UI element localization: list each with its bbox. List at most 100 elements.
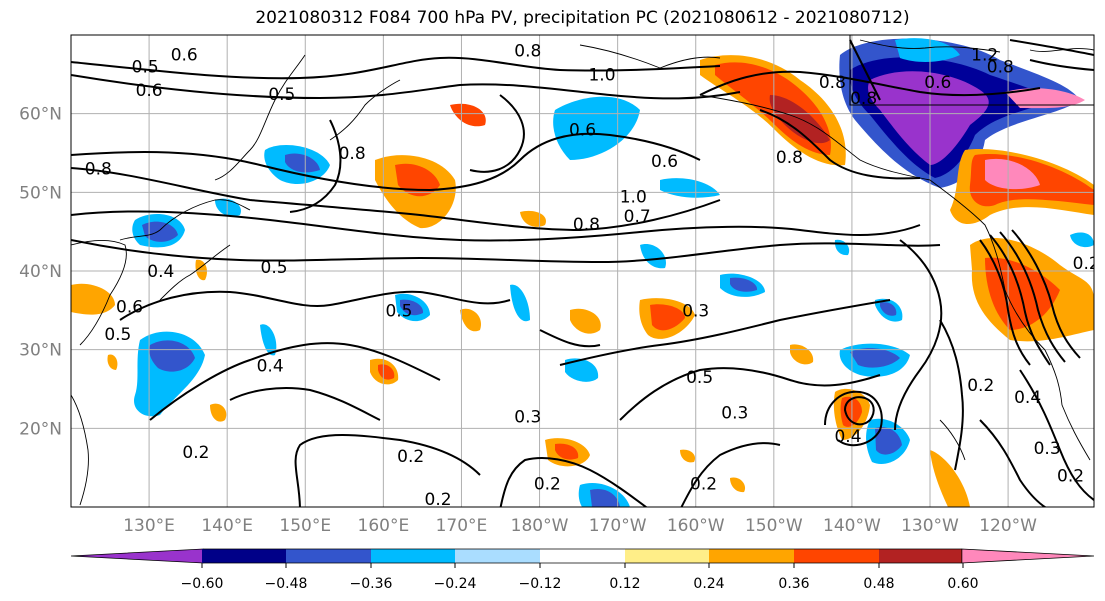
- contour-label: 0.5: [261, 258, 288, 278]
- contour-labels: 0.60.50.60.50.80.81.00.60.61.00.8 0.70.80…: [85, 42, 1100, 510]
- colorbar-tick-label: 0.12: [609, 576, 640, 592]
- colorbar-extend-max: [961, 548, 1095, 564]
- map-title: 2021080312 F084 700 hPa PV, precipitatio…: [255, 8, 910, 28]
- colorbar-tick-label: −0.36: [350, 576, 393, 592]
- contour-label: 0.2: [1057, 467, 1084, 487]
- latitude-label: 60°N: [19, 105, 62, 125]
- longitude-label: 140°E: [201, 516, 253, 536]
- contour-label: 0.4: [257, 356, 284, 376]
- precip-region: [215, 198, 241, 217]
- contour-label: 0.6: [116, 297, 143, 317]
- contour-label: 0.5: [268, 85, 295, 105]
- precip-region: [570, 308, 601, 334]
- latitude-labels: 60°N 50°N 40°N 30°N 20°N: [19, 105, 62, 440]
- precip-region: [730, 277, 758, 292]
- latitude-label: 30°N: [19, 341, 62, 361]
- colorbar: [70, 548, 1095, 564]
- longitude-label: 150°E: [279, 516, 331, 536]
- precip-region: [650, 304, 685, 331]
- contour-label: 1.0: [620, 187, 647, 207]
- colorbar-bin: [286, 549, 371, 563]
- precip-region: [450, 103, 486, 127]
- contour-label: 0.3: [721, 404, 748, 424]
- longitude-label: 150°W: [745, 516, 803, 536]
- colorbar-extend-min: [70, 548, 204, 564]
- contour-label: 0.4: [147, 262, 174, 282]
- precip-region: [895, 38, 960, 62]
- longitude-label: 170°W: [589, 516, 647, 536]
- colorbar-bin: [709, 549, 794, 563]
- colorbar-labels: −0.60 −0.48 −0.36 −0.24 −0.12 0.12 0.24 0.36 0.4…: [181, 563, 979, 592]
- precip-region: [285, 153, 320, 173]
- longitude-label: 180°W: [511, 516, 569, 536]
- precip-region: [400, 299, 424, 316]
- precip-region: [142, 221, 178, 242]
- precip-region: [555, 443, 579, 460]
- contour-label: 0.2: [534, 474, 561, 494]
- contour-label: 0.2: [1073, 254, 1100, 274]
- longitude-label: 160°W: [667, 516, 725, 536]
- precip-region: [210, 403, 227, 422]
- contour-label: 0.5: [686, 368, 713, 388]
- contour-label: 0.3: [682, 301, 709, 321]
- colorbar-bin: [794, 549, 879, 563]
- longitude-label: 130°W: [901, 516, 959, 536]
- longitude-label: 160°E: [358, 516, 410, 536]
- inset-border: [849, 35, 1094, 106]
- contour-label: 0.8: [776, 148, 803, 168]
- contour-label: 0.5: [104, 325, 131, 345]
- contour-label: 0.8: [850, 89, 877, 109]
- precip-region: [71, 283, 115, 315]
- precip-region: [880, 302, 897, 316]
- map-content: 0.60.50.60.50.80.81.00.60.61.00.8 0.70.80…: [71, 35, 1100, 510]
- precip-region: [1070, 232, 1094, 248]
- colorbar-tick-label: −0.12: [519, 576, 562, 592]
- precip-region: [565, 358, 599, 382]
- contour-label: 0.6: [136, 81, 163, 101]
- longitude-label: 120°W: [979, 516, 1037, 536]
- precip-region: [260, 324, 277, 356]
- precip-region: [930, 450, 970, 507]
- colorbar-bin: [202, 549, 286, 563]
- precip-region: [553, 96, 640, 160]
- map-frame: [70, 34, 1095, 508]
- colorbar-bin: [625, 549, 709, 563]
- contour-label: 0.6: [171, 46, 198, 66]
- colorbar-bin: [455, 549, 540, 563]
- contour-label: 0.3: [1034, 439, 1061, 459]
- colorbar-bin: [371, 549, 455, 563]
- precip-region: [1005, 88, 1085, 109]
- pv-contours: [71, 39, 1094, 507]
- longitude-label: 170°E: [436, 516, 488, 536]
- colorbar-bin: [879, 549, 963, 563]
- contour-label: 0.5: [385, 301, 412, 321]
- contour-label: 0.2: [690, 474, 717, 494]
- contour-label: 0.8: [514, 42, 541, 62]
- latitude-label: 40°N: [19, 262, 62, 282]
- longitude-label: 130°E: [123, 516, 175, 536]
- precip-region: [107, 354, 118, 370]
- colorbar-tick-label: 0.48: [863, 576, 894, 592]
- contour-label: 0.7: [624, 207, 651, 227]
- contour-label: 0.8: [339, 144, 366, 164]
- precip-region: [730, 477, 746, 493]
- latitude-label: 50°N: [19, 183, 62, 203]
- contour-label: 0.3: [514, 408, 541, 428]
- precip-region: [680, 449, 696, 463]
- contour-label: 0.8: [819, 73, 846, 93]
- precip-region: [590, 488, 620, 507]
- colorbar-tick-label: 0.60: [947, 576, 978, 592]
- precip-region: [510, 284, 530, 322]
- contour-label: 0.5: [132, 57, 159, 77]
- contour-label: 1.0: [588, 65, 615, 85]
- contour-label: 1.2: [971, 46, 998, 66]
- contour-label: 0.2: [425, 490, 452, 510]
- contour-label: 0.8: [987, 57, 1014, 77]
- colorbar-bin: [540, 549, 625, 563]
- colorbar-tick-label: −0.24: [434, 576, 477, 592]
- colorbar-tick-label: −0.60: [181, 576, 224, 592]
- coastlines: [71, 39, 1094, 506]
- contour-label: 0.2: [967, 376, 994, 396]
- contour-label: 0.4: [834, 427, 861, 447]
